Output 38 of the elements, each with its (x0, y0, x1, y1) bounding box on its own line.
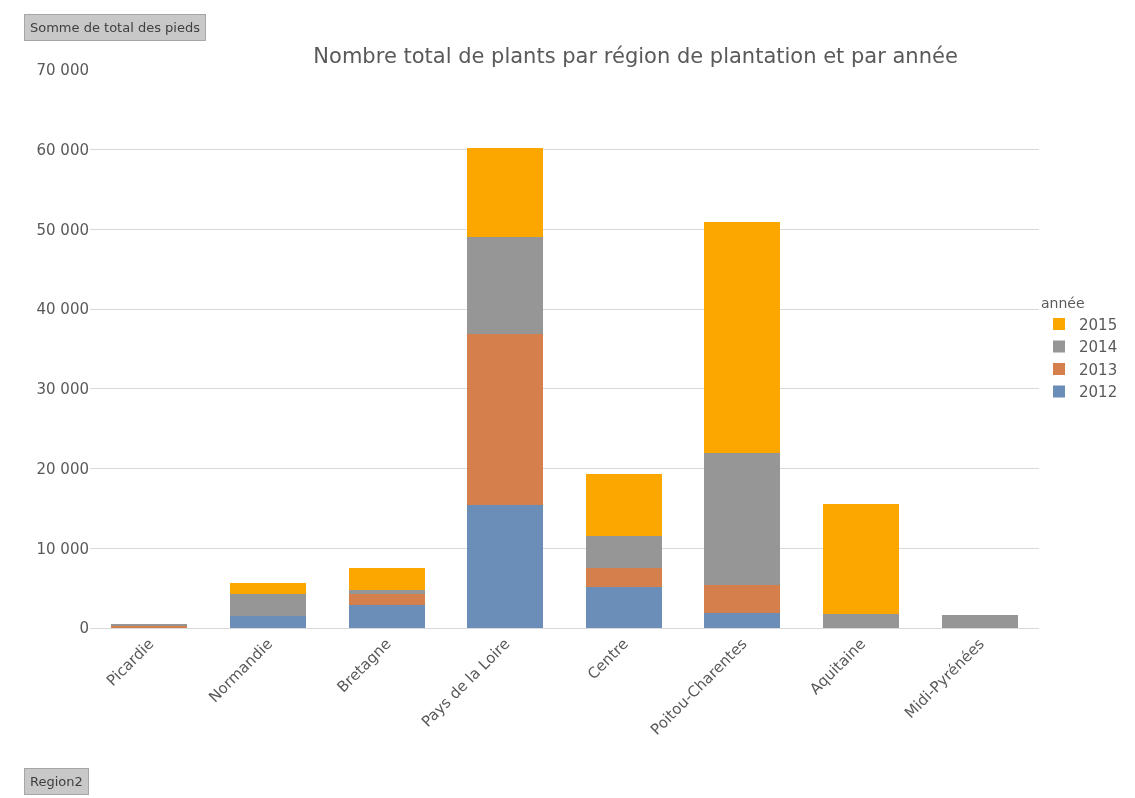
y-tick-label: 30 000 (36, 380, 89, 399)
y-tick-label: 60 000 (36, 140, 89, 159)
bar (704, 612, 781, 628)
bar (348, 604, 425, 628)
legend-label: 2012 (1079, 383, 1118, 402)
bar (348, 593, 425, 605)
bar (467, 333, 544, 506)
bar (229, 616, 306, 628)
bar (467, 505, 544, 628)
bar (823, 614, 900, 628)
chart-title: Nombre total de plants par région de plantation et par année (313, 43, 958, 68)
y-tick-label: 20 000 (36, 459, 89, 478)
bar (467, 148, 544, 238)
y-tick-label: 70 000 (36, 61, 89, 80)
legend-label: 2015 (1079, 315, 1118, 334)
y-tick-label: 40 000 (36, 300, 89, 319)
y-tick-label: 0 (79, 619, 89, 638)
bar (467, 237, 544, 334)
bar (229, 593, 306, 617)
legend-label: 2014 (1079, 338, 1118, 357)
bar (585, 568, 662, 587)
text: Somme de total des pieds (30, 20, 201, 35)
legend-title: année (1041, 294, 1085, 311)
bar (704, 453, 781, 585)
bar (823, 504, 900, 615)
bar (704, 584, 781, 613)
legend-label: 2013 (1079, 360, 1118, 379)
bar (229, 582, 306, 594)
y-tick-label: 10 000 (36, 539, 89, 558)
bar (585, 586, 662, 628)
bar (348, 568, 425, 590)
text: Region2 (30, 774, 83, 789)
bar (585, 535, 662, 569)
bar (348, 589, 425, 594)
bar (941, 615, 1018, 628)
y-tick-label: 50 000 (36, 220, 89, 239)
bar (585, 474, 662, 536)
bar (704, 222, 781, 454)
